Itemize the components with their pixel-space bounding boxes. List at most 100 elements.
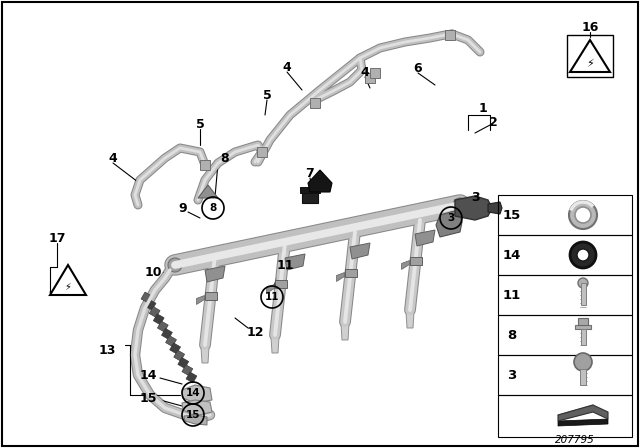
Polygon shape xyxy=(205,266,225,282)
Text: 15: 15 xyxy=(140,392,157,405)
Polygon shape xyxy=(198,185,218,198)
Polygon shape xyxy=(575,325,591,329)
Text: 17: 17 xyxy=(48,232,66,245)
Text: 10: 10 xyxy=(144,266,162,279)
Bar xyxy=(157,321,168,332)
Bar xyxy=(170,343,180,354)
Polygon shape xyxy=(201,347,209,363)
Bar xyxy=(498,195,632,235)
Bar xyxy=(153,314,164,325)
Bar xyxy=(344,268,356,276)
Bar xyxy=(410,257,422,264)
Text: 11: 11 xyxy=(503,289,521,302)
Bar xyxy=(275,280,287,289)
Text: 14: 14 xyxy=(503,249,521,262)
Text: 1: 1 xyxy=(479,102,488,115)
Circle shape xyxy=(453,198,467,212)
Bar xyxy=(200,160,210,170)
Bar xyxy=(145,299,156,310)
Bar xyxy=(498,315,632,355)
Polygon shape xyxy=(415,230,435,246)
Text: 8: 8 xyxy=(209,203,216,213)
Text: 4: 4 xyxy=(109,151,117,164)
Text: 207795: 207795 xyxy=(555,435,595,445)
Text: 8: 8 xyxy=(221,151,229,164)
Text: 3: 3 xyxy=(472,190,480,203)
Text: 8: 8 xyxy=(508,328,516,341)
Text: 5: 5 xyxy=(196,117,204,130)
Text: 7: 7 xyxy=(306,167,314,180)
Bar xyxy=(580,283,586,305)
Circle shape xyxy=(570,242,596,268)
Circle shape xyxy=(168,258,182,272)
Circle shape xyxy=(578,278,588,288)
Polygon shape xyxy=(285,254,305,270)
Text: 15: 15 xyxy=(503,208,521,221)
Polygon shape xyxy=(570,40,610,72)
Polygon shape xyxy=(337,272,344,281)
Bar xyxy=(257,147,267,157)
Text: 14: 14 xyxy=(140,369,157,382)
Text: 16: 16 xyxy=(581,21,598,34)
Polygon shape xyxy=(406,312,414,328)
Bar xyxy=(186,372,197,383)
Circle shape xyxy=(569,201,597,229)
Bar xyxy=(567,35,613,77)
Bar xyxy=(498,235,632,275)
Circle shape xyxy=(577,249,589,261)
Bar xyxy=(182,365,193,376)
Text: 2: 2 xyxy=(488,116,497,129)
Bar xyxy=(498,275,632,315)
Circle shape xyxy=(575,207,591,223)
Text: 5: 5 xyxy=(262,89,271,102)
Bar xyxy=(166,336,177,347)
Bar xyxy=(498,355,632,395)
Polygon shape xyxy=(184,415,207,425)
Bar xyxy=(178,358,189,368)
Bar xyxy=(173,350,185,361)
Text: 12: 12 xyxy=(246,326,264,339)
Polygon shape xyxy=(401,260,410,270)
Bar xyxy=(141,292,152,303)
Bar xyxy=(580,369,586,385)
Polygon shape xyxy=(455,196,492,220)
Text: 14: 14 xyxy=(186,388,200,398)
Text: 3: 3 xyxy=(508,369,516,382)
Polygon shape xyxy=(271,337,279,353)
Text: 6: 6 xyxy=(413,61,422,74)
Bar xyxy=(580,329,586,345)
Bar xyxy=(161,328,172,339)
Polygon shape xyxy=(266,284,275,293)
Bar xyxy=(365,73,375,83)
Bar xyxy=(445,30,455,40)
Polygon shape xyxy=(558,419,608,426)
Polygon shape xyxy=(488,202,502,214)
Text: 15: 15 xyxy=(186,410,200,420)
Bar xyxy=(300,187,320,193)
Polygon shape xyxy=(578,318,588,325)
Text: ⚡: ⚡ xyxy=(65,282,72,292)
Text: 3: 3 xyxy=(447,213,454,223)
Polygon shape xyxy=(436,210,462,237)
Text: 4: 4 xyxy=(360,65,369,78)
Text: 11: 11 xyxy=(265,292,279,302)
Circle shape xyxy=(574,353,592,371)
Polygon shape xyxy=(308,170,332,192)
Polygon shape xyxy=(350,243,370,259)
Bar xyxy=(310,98,320,108)
Polygon shape xyxy=(182,385,212,403)
Bar xyxy=(149,306,160,318)
Polygon shape xyxy=(182,400,212,416)
Text: ⚡: ⚡ xyxy=(586,59,594,69)
Bar xyxy=(302,191,318,203)
Bar xyxy=(370,68,380,78)
Polygon shape xyxy=(196,296,205,305)
Text: 4: 4 xyxy=(283,60,291,73)
Bar xyxy=(498,395,632,437)
Polygon shape xyxy=(50,265,86,295)
Text: 11: 11 xyxy=(276,258,294,271)
Text: 13: 13 xyxy=(99,344,116,357)
Polygon shape xyxy=(558,405,608,421)
Polygon shape xyxy=(341,324,349,340)
Text: 9: 9 xyxy=(179,202,188,215)
